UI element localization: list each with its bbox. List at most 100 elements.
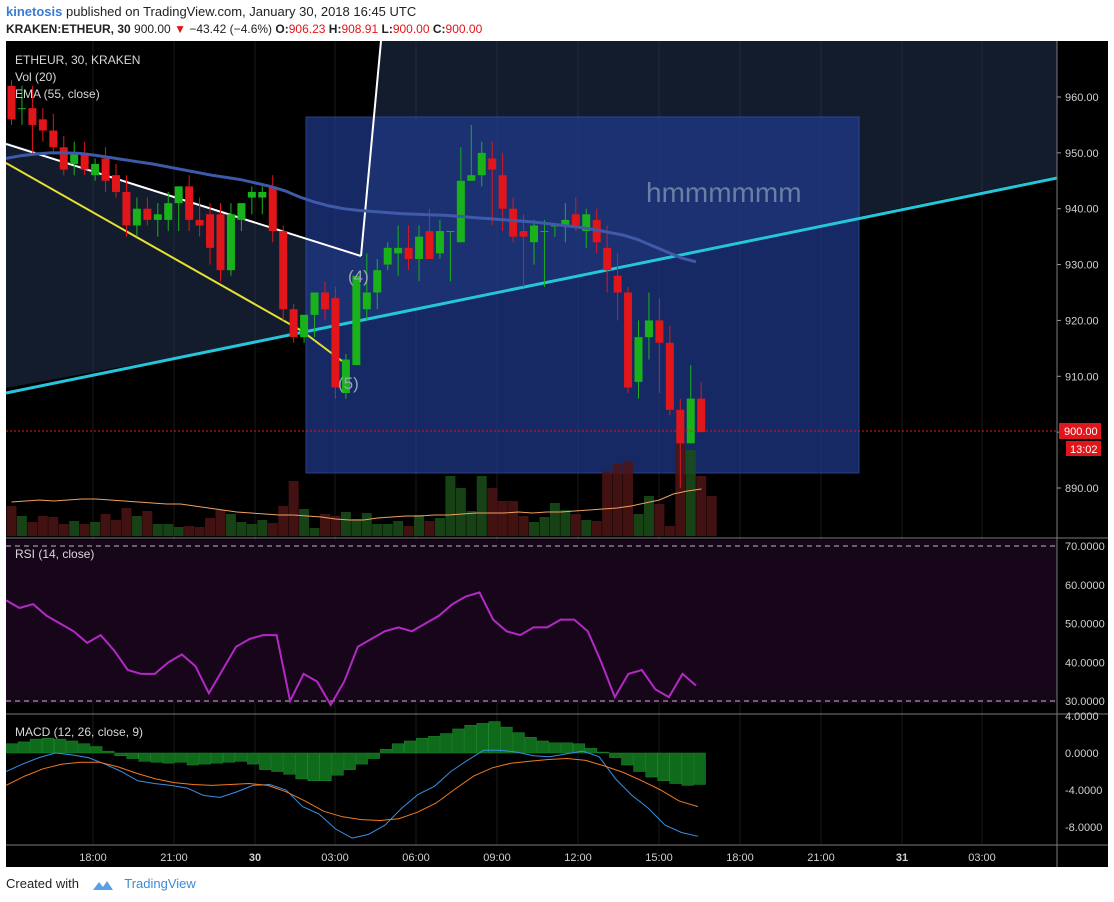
- volume-bar: [591, 521, 602, 536]
- volume-bar: [696, 476, 707, 536]
- author-name[interactable]: kinetosis: [6, 4, 63, 19]
- volume-bar: [79, 524, 90, 536]
- price-tick-label: 950.00: [1065, 148, 1099, 160]
- candle-body: [310, 292, 319, 315]
- price-tick-label: 910.00: [1065, 371, 1099, 383]
- candle-body: [582, 214, 591, 232]
- low-label: L:: [381, 22, 393, 36]
- macd-histogram-bar: [319, 752, 332, 781]
- candle-body: [28, 108, 37, 125]
- macd-histogram-bar: [150, 752, 163, 763]
- macd-histogram-bar: [548, 742, 561, 754]
- candle-body: [676, 409, 685, 444]
- candle-body: [655, 320, 664, 343]
- macd-histogram-bar: [162, 752, 175, 764]
- price-tick-label: 890.00: [1065, 483, 1099, 495]
- candle-body: [268, 186, 277, 232]
- cyan-support-line[interactable]: [6, 176, 1057, 395]
- price-tick-label: 940.00: [1065, 204, 1099, 216]
- countdown-tag: [1066, 441, 1101, 456]
- volume-bar: [121, 508, 132, 536]
- candle-body: [70, 152, 79, 165]
- ema-line: [5, 151, 697, 264]
- candle-body: [415, 236, 424, 259]
- volume-bar: [633, 514, 644, 536]
- macd-histogram-bar: [102, 750, 115, 754]
- candle-body: [7, 85, 16, 120]
- price-tick-label: 930.00: [1065, 260, 1099, 272]
- candle-body: [49, 130, 58, 148]
- rsi-tick-label: 30.0000: [1065, 696, 1105, 708]
- macd-histogram-bar: [452, 728, 465, 754]
- volume-bar: [90, 522, 101, 536]
- vol-legend[interactable]: Vol (20): [15, 70, 56, 84]
- candle-body: [477, 152, 486, 176]
- macd-legend[interactable]: MACD (12, 26, close, 9): [15, 725, 143, 739]
- price-axis[interactable]: 890.00 900.00 910.00 920.00 930.00 940.00 950.…: [1057, 92, 1105, 834]
- candle-body: [112, 175, 120, 192]
- time-tick-label: 31: [896, 852, 908, 864]
- volume-bar: [100, 514, 111, 536]
- macd-histogram-bar: [560, 742, 573, 754]
- highlight-box[interactable]: [305, 116, 860, 474]
- chart-svg[interactable]: hmmmmmm (4) (5) ETHEUR, 30, KRAKEN Vol (…: [5, 41, 1108, 867]
- volume-bar: [434, 518, 445, 536]
- chart-area[interactable]: hmmmmmm (4) (5) ETHEUR, 30, KRAKEN Vol (…: [5, 41, 1108, 867]
- macd-tick-label: -8.0000: [1065, 822, 1102, 834]
- macd-histogram-bar: [90, 746, 103, 754]
- white-impulse-line[interactable]: [360, 41, 382, 257]
- candle-body: [498, 175, 507, 209]
- brand-link[interactable]: TradingView: [124, 876, 196, 891]
- volume-bar: [236, 522, 247, 536]
- candle-body: [603, 247, 612, 271]
- volume-bar: [309, 528, 320, 536]
- volume-bar: [581, 520, 592, 536]
- rsi-pane: [6, 540, 1057, 703]
- volume-bar: [570, 514, 581, 536]
- macd-histogram-bar: [379, 749, 392, 754]
- volume-bar: [529, 522, 539, 536]
- macd-histogram-bar: [343, 752, 356, 770]
- macd-histogram-bar: [331, 752, 344, 776]
- macd-histogram-bar: [621, 752, 634, 766]
- macd-tick-label: -4.0000: [1065, 785, 1102, 797]
- rsi-legend[interactable]: RSI (14, close): [15, 547, 94, 561]
- ema-legend[interactable]: EMA (55, close): [15, 87, 100, 101]
- macd-histogram-bar: [5, 743, 18, 754]
- macd-histogram-bar: [488, 721, 501, 754]
- volume-bar: [361, 513, 372, 536]
- volume-bar: [675, 444, 686, 536]
- yellow-trendline[interactable]: [6, 162, 303, 332]
- price-change: −43.42 (−4.6%): [189, 22, 273, 36]
- volume-bar: [205, 518, 216, 536]
- candle-body: [540, 231, 549, 233]
- candle-body: [164, 203, 173, 220]
- volume-bar: [267, 523, 278, 536]
- volume-bar: [288, 481, 299, 536]
- macd-histogram-bar: [693, 752, 706, 785]
- ohlc-line: KRAKEN:ETHEUR, 30 900.00 ▼ −43.42 (−4.6%…: [6, 22, 482, 36]
- candles: [7, 80, 706, 488]
- candle-body: [59, 147, 68, 170]
- macd-histogram-bar: [416, 737, 429, 754]
- volume-bar: [372, 524, 383, 536]
- volume-bar: [16, 516, 27, 536]
- volume-bar: [194, 527, 205, 536]
- volume-bar: [142, 511, 153, 536]
- candle-body: [644, 320, 653, 338]
- macd-line: [5, 749, 699, 839]
- macd-histogram-bar: [222, 752, 236, 763]
- macd-tick-label: 0.0000: [1065, 748, 1099, 760]
- macd-histogram-bar: [271, 752, 284, 772]
- candle-body: [467, 175, 476, 181]
- time-tick-label: 30: [249, 852, 261, 864]
- price-tag-text: 900.00: [1064, 426, 1098, 438]
- rsi-polyline: [5, 591, 697, 707]
- last-price: 900.00: [134, 22, 171, 36]
- candle-body: [216, 214, 225, 271]
- volume-bar: [320, 514, 330, 536]
- main-legend[interactable]: ETHEUR, 30, KRAKEN: [15, 53, 140, 67]
- volume-bar: [612, 464, 623, 536]
- candle-body: [530, 225, 538, 243]
- time-axis[interactable]: 18:00 21:00 30 03:00 06:00 09:00 12:00 15:00 18:…: [79, 852, 996, 864]
